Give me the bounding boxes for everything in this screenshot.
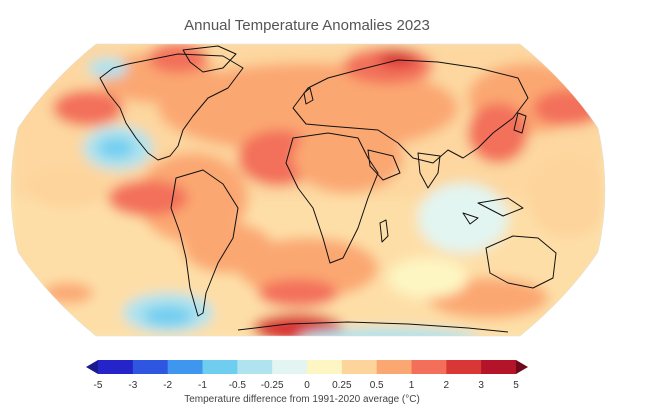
colorbar-tick-label: -1 [198,380,207,391]
colorbar-bin [411,360,447,374]
colorbar-tick-label: 1 [409,380,415,391]
colorbar-tick-label: -0.25 [261,380,284,391]
colorbar-legend: -5 -3 -2 -1 -0.5 -0.25 0 0.25 0.5 1 2 3 5 [86,360,528,391]
australia-outline [485,235,557,289]
colorbar-tick-label: 0.25 [332,380,352,391]
colorbar-bin [167,360,203,374]
temperature-anomaly-map [10,43,606,337]
madagascar-outline [379,219,389,243]
colorbar-bin [341,360,378,374]
colorbar-tick-label: 0 [304,380,310,391]
colorbar-tick-label: -5 [94,380,103,391]
arabia-outline [367,149,401,181]
colorbar-tick-label: -3 [128,380,137,391]
south-america-outline [170,169,239,317]
colorbar-tick-label: 5 [513,380,519,391]
colorbar-under-arrow [86,360,98,374]
colorbar-bin [481,360,517,374]
colorbar-over-arrow [516,360,528,374]
british-isles-outline [303,87,314,105]
eurasia-outline [292,59,529,164]
colorbar-bin [272,360,308,374]
north-america-outline [99,53,244,161]
colorbar-bin [202,360,238,374]
se-asia-islands-outline [462,197,524,225]
colorbar-bin [132,360,169,374]
greenland-outline [182,45,237,73]
colorbar-tick-label: 3 [478,380,484,391]
coastlines [99,45,583,333]
legend-caption: Temperature difference from 1991-2020 av… [184,394,420,405]
colorbar-bin [376,360,412,374]
colorbar-tick-label: -2 [163,380,172,391]
map-title: Annual Temperature Anomalies 2023 [184,17,430,34]
africa-outline [285,132,379,264]
japan-outline [513,112,527,134]
colorbar-tick-label: -0.5 [229,380,247,391]
anomaly-field [11,44,605,336]
colorbar-bin [237,360,273,374]
colorbar-bin [307,360,343,374]
colorbar-bin [446,360,482,374]
new-zealand-outline [573,287,583,301]
antarctica-outline [237,321,509,333]
globe-outline [10,43,606,337]
colorbar-tick-label: 2 [444,380,450,391]
colorbar-bin [98,360,134,374]
india-outline [417,152,441,189]
colorbar-tick-label: 0.5 [370,380,384,391]
